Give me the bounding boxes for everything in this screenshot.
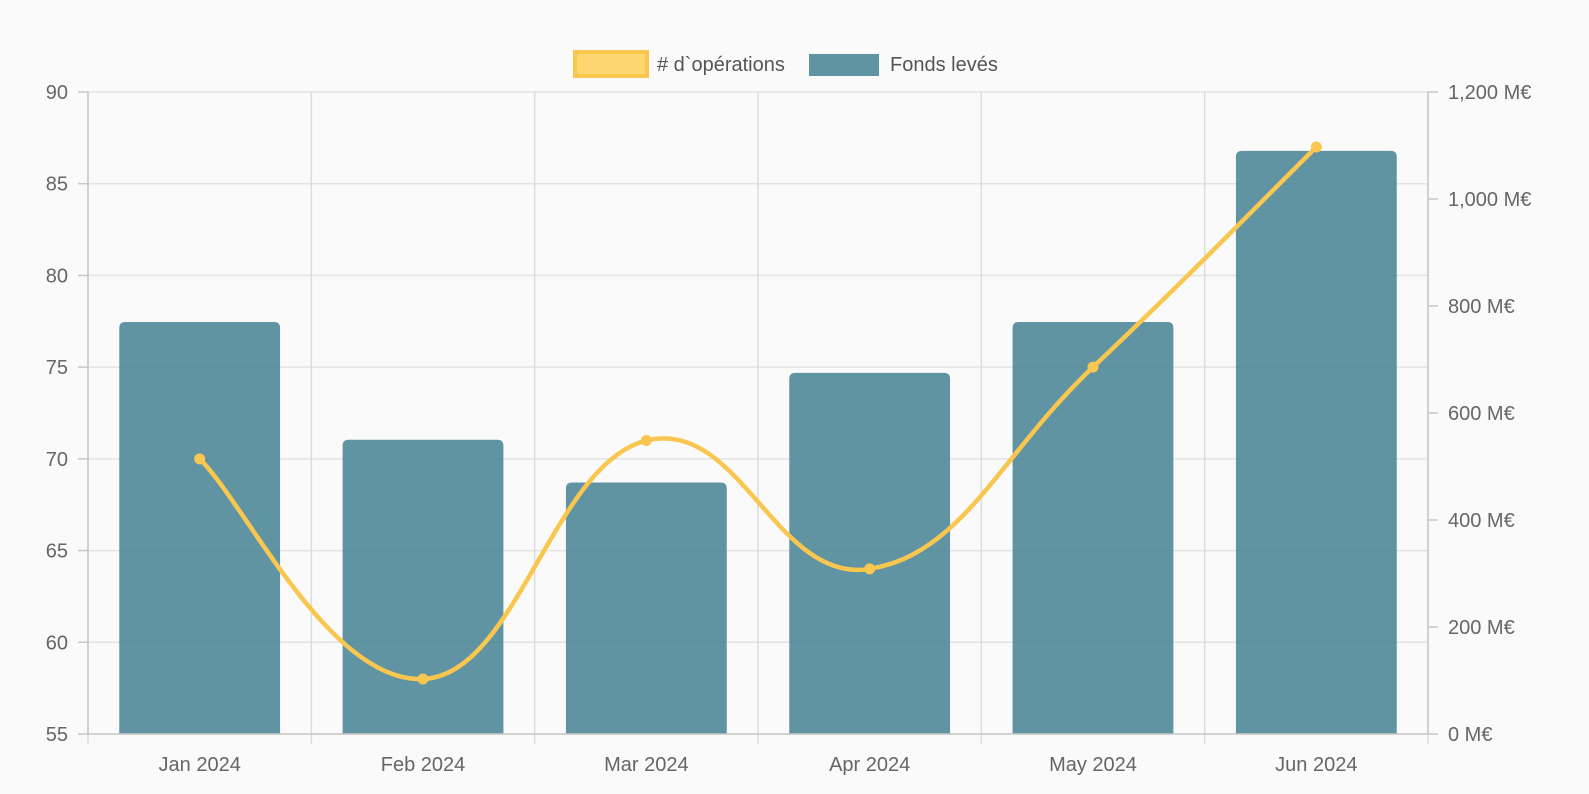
y-right-tick-label: 1,000 M€ — [1448, 189, 1531, 211]
y-left-tick-label: 90 — [46, 82, 68, 104]
legend-swatch-operations — [573, 50, 649, 78]
x-category-label: Mar 2024 — [604, 754, 689, 776]
x-category-label: Feb 2024 — [381, 754, 466, 776]
bar-fonds-leves — [342, 439, 504, 734]
axes — [78, 91, 1438, 735]
line-operations — [197, 144, 1319, 682]
y-right-tick-label: 400 M€ — [1448, 510, 1515, 532]
tick-labels: 90 85 80 75 70 65 60 55 1,200 M€ 1,000 M€ 800 M€ 60… — [46, 82, 1532, 776]
bar-fonds-leves — [1235, 150, 1397, 735]
y-right-tick-label: 1,200 M€ — [1448, 82, 1531, 104]
bar-fonds-leves — [565, 482, 727, 734]
line-point-operations — [640, 435, 652, 447]
y-left-tick-label: 85 — [46, 174, 68, 196]
legend-swatch-fonds-leves — [809, 54, 879, 76]
y-right-tick-label: 800 M€ — [1448, 296, 1515, 318]
bar-fonds-leves — [119, 322, 281, 734]
line-point-operations — [417, 673, 429, 685]
line-series — [194, 141, 1322, 685]
x-category-label: May 2024 — [1049, 754, 1137, 776]
y-left-tick-label: 75 — [46, 357, 68, 379]
legend: # d`opérations Fonds levés — [573, 50, 998, 78]
grid-lines — [87, 91, 1429, 744]
y-left-tick-label: 80 — [46, 265, 68, 287]
line-point-operations — [1310, 141, 1322, 153]
line-point-operations — [194, 453, 206, 465]
bar-fonds-leves — [789, 372, 951, 734]
legend-label-fonds-leves: Fonds levés — [890, 54, 998, 76]
y-left-tick-label: 65 — [46, 541, 68, 563]
legend-label-operations: # d`opérations — [657, 54, 785, 76]
y-left-tick-label: 60 — [46, 632, 68, 654]
x-category-label: Jun 2024 — [1275, 754, 1357, 776]
y-left-tick-label: 70 — [46, 449, 68, 471]
y-left-tick-label: 55 — [46, 724, 68, 746]
bar-series — [119, 150, 1397, 735]
line-point-operations — [864, 563, 876, 575]
y-right-tick-label: 0 M€ — [1448, 724, 1492, 746]
x-category-label: Jan 2024 — [159, 754, 241, 776]
y-right-tick-label: 200 M€ — [1448, 617, 1515, 639]
y-right-tick-label: 600 M€ — [1448, 403, 1515, 425]
x-category-label: Apr 2024 — [829, 754, 910, 776]
bar-fonds-leves — [1012, 322, 1174, 734]
line-point-operations — [1087, 361, 1099, 373]
